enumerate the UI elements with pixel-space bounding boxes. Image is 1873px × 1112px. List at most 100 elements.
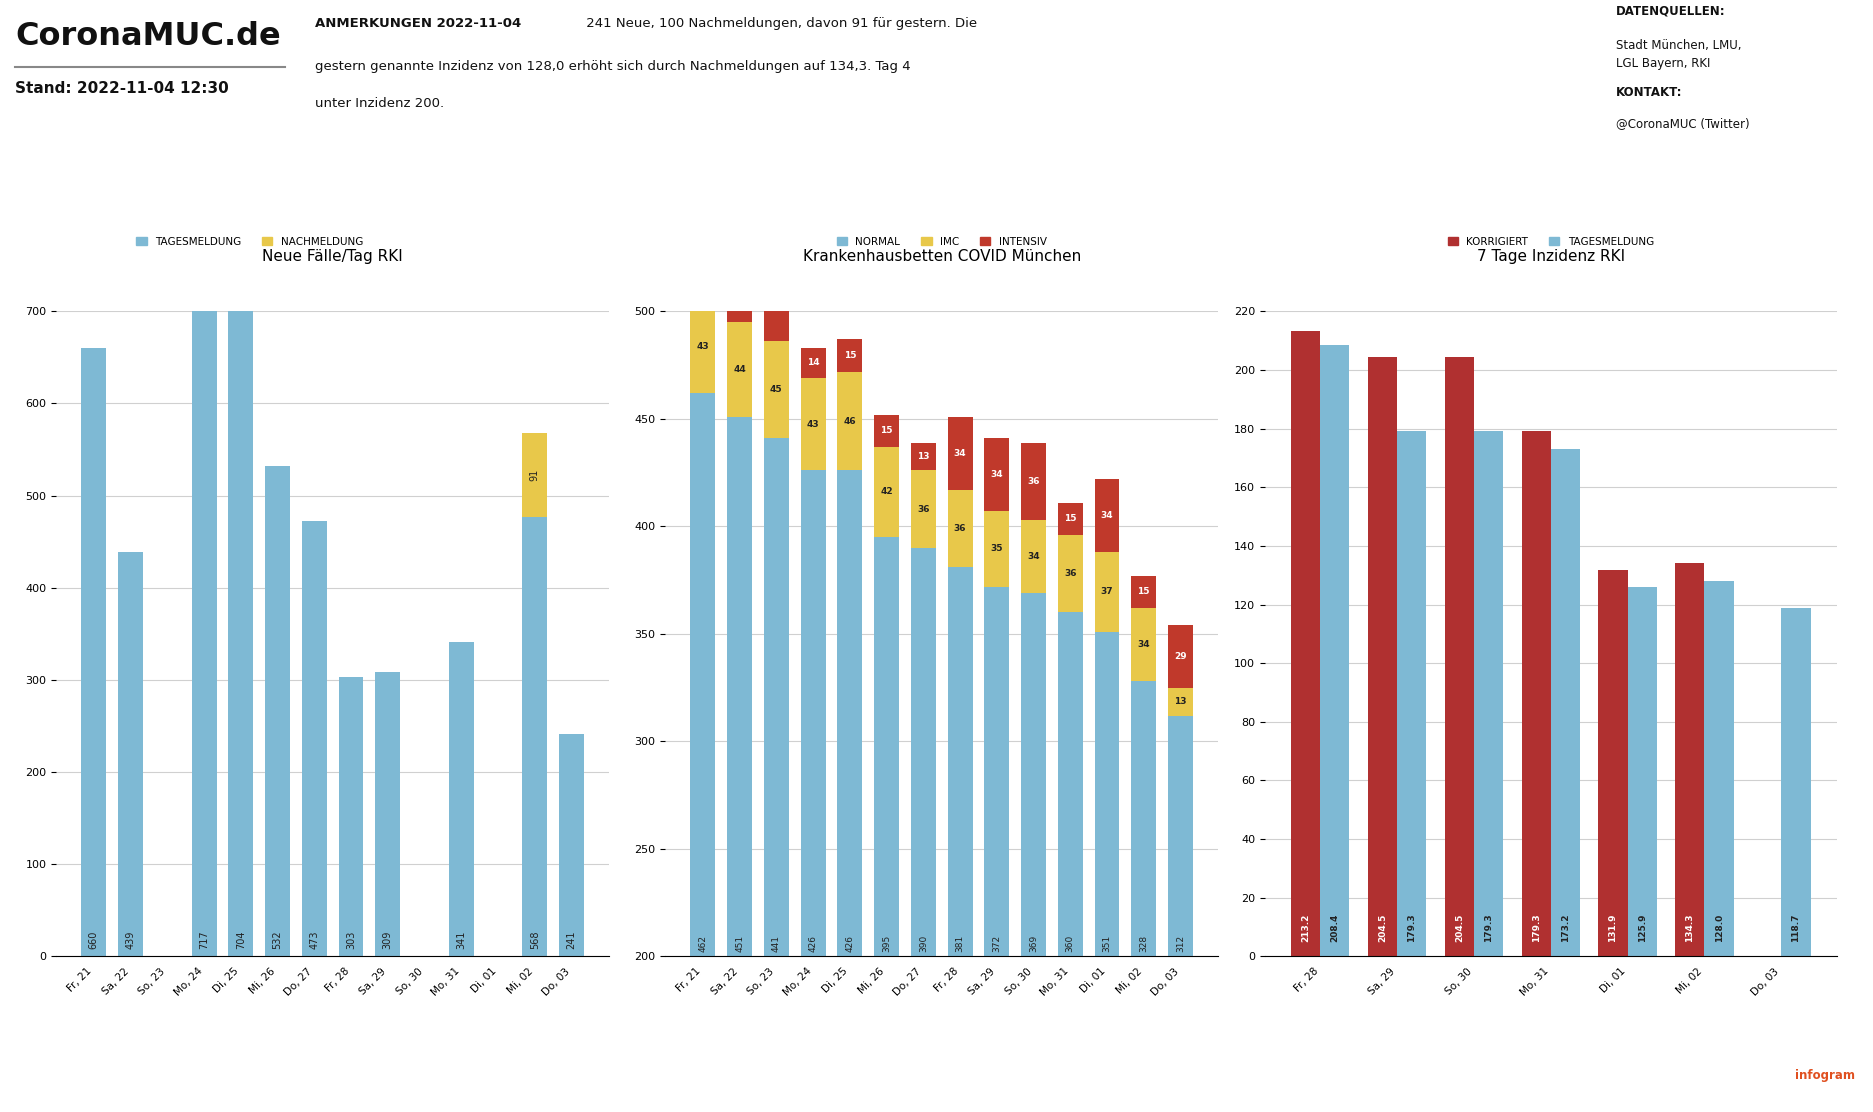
Bar: [800, 348, 826, 378]
Bar: [873, 447, 899, 537]
Text: Gesamt: 692.070: Gesamt: 692.070: [105, 249, 197, 259]
Text: 351: 351: [1101, 935, 1111, 952]
Bar: [1395, 430, 1425, 956]
Title: 7 Tage Inzidenz RKI: 7 Tage Inzidenz RKI: [1476, 249, 1624, 265]
Bar: [689, 393, 715, 1112]
Bar: [910, 470, 935, 548]
Bar: [1094, 553, 1118, 632]
Text: @CoronaMUC (Twitter): @CoronaMUC (Twitter): [1615, 117, 1749, 130]
Text: 34: 34: [953, 449, 966, 458]
Bar: [983, 438, 1010, 512]
Bar: [1094, 479, 1118, 553]
Text: 14: 14: [807, 358, 819, 367]
Text: 213.2: 213.2: [1300, 913, 1309, 942]
Text: 312   13   29: 312 13 29: [1000, 177, 1231, 210]
Text: * Genesene:  7 Tages Durchschnitt der Summe RKI vor 10 Tagen  |  Aktuell Infizie: * Genesene: 7 Tages Durchschnitt der Sum…: [519, 1063, 1354, 1078]
Text: 36: 36: [1064, 569, 1075, 578]
Text: 42: 42: [880, 487, 892, 496]
Title: Krankenhausbetten COVID München: Krankenhausbetten COVID München: [802, 249, 1081, 265]
Text: 15: 15: [1064, 515, 1075, 524]
Text: REPRODUKTIONSWERT: REPRODUKTIONSWERT: [1392, 147, 1526, 157]
Bar: [1521, 430, 1551, 956]
Legend: NORMAL, IMC, INTENSIV: NORMAL, IMC, INTENSIV: [832, 232, 1051, 251]
Text: 46: 46: [843, 417, 856, 426]
Text: 34: 34: [1099, 512, 1113, 520]
Bar: [523, 433, 547, 517]
Bar: [837, 371, 862, 470]
Text: 91: 91: [530, 469, 539, 481]
Text: 45: 45: [770, 386, 783, 395]
Text: 36: 36: [916, 505, 929, 514]
Text: 15: 15: [880, 426, 892, 435]
Text: Quelle: CoronaMUC
LMU: 0,58 2022-11-02: Quelle: CoronaMUC LMU: 0,58 2022-11-02: [1401, 236, 1517, 259]
Bar: [1367, 357, 1395, 956]
Text: 303: 303: [347, 931, 356, 949]
Bar: [1598, 569, 1628, 956]
Text: 15: 15: [843, 351, 856, 360]
Text: 34: 34: [1137, 641, 1150, 649]
Bar: [689, 206, 715, 300]
Text: Genesene: 687.100: Genesene: 687.100: [712, 249, 813, 259]
Bar: [523, 517, 547, 956]
Text: 462: 462: [699, 935, 706, 952]
Legend: TAGESMELDUNG, NACHMELDUNG: TAGESMELDUNG, NACHMELDUNG: [131, 232, 367, 251]
Bar: [689, 300, 715, 393]
Bar: [727, 228, 751, 322]
Text: 439: 439: [125, 931, 135, 949]
Text: 532: 532: [272, 931, 283, 949]
Text: 36: 36: [1026, 477, 1040, 486]
Text: 312: 312: [1176, 935, 1184, 952]
Text: 179.3: 179.3: [1530, 913, 1540, 942]
Text: INZIDENZ RKI: INZIDENZ RKI: [1699, 147, 1779, 157]
Text: 204.5: 204.5: [1453, 913, 1463, 942]
Text: 568: 568: [530, 931, 539, 949]
Bar: [1319, 346, 1349, 956]
Text: +339: +339: [90, 172, 212, 215]
Bar: [1131, 608, 1156, 682]
Bar: [1290, 331, 1319, 956]
Bar: [229, 308, 253, 956]
Text: 0,69: 0,69: [1414, 177, 1504, 210]
Text: 37: 37: [1099, 587, 1113, 596]
Bar: [1056, 503, 1083, 535]
Text: 341: 341: [455, 931, 466, 949]
Bar: [800, 470, 826, 1112]
Text: 241: 241: [566, 931, 577, 949]
Bar: [1021, 443, 1045, 520]
Bar: [375, 672, 401, 956]
Text: 13: 13: [1174, 697, 1186, 706]
Text: 381: 381: [955, 935, 965, 952]
Bar: [264, 466, 290, 956]
Text: 660: 660: [88, 931, 99, 949]
Text: 128.0: 128.0: [1714, 913, 1723, 942]
Text: 45: 45: [770, 289, 783, 298]
Bar: [983, 586, 1010, 1112]
Bar: [727, 417, 751, 1112]
Text: gestern genannte Inzidenz von 128,0 erhöht sich durch Nachmeldungen auf 134,3. T: gestern genannte Inzidenz von 128,0 erhö…: [315, 60, 910, 72]
Text: 29: 29: [1174, 652, 1186, 661]
Bar: [764, 438, 789, 1112]
Text: NORMAL       IMC    INTENSIV: NORMAL IMC INTENSIV: [1041, 249, 1189, 259]
Bar: [1056, 613, 1083, 1112]
Bar: [1628, 587, 1656, 956]
Bar: [448, 642, 474, 956]
Bar: [910, 443, 935, 470]
Text: 125.9: 125.9: [1637, 913, 1646, 942]
Bar: [558, 734, 584, 956]
Bar: [118, 552, 142, 956]
Text: 34: 34: [1026, 552, 1040, 560]
Text: 134.3: 134.3: [1684, 913, 1693, 942]
Text: 44: 44: [732, 270, 745, 279]
Bar: [873, 537, 899, 1112]
Bar: [1056, 535, 1083, 613]
Bar: [873, 415, 899, 447]
Text: 360: 360: [1066, 935, 1075, 952]
Text: 4.970: 4.970: [701, 175, 824, 212]
Text: 44: 44: [697, 249, 708, 258]
Text: 204.5: 204.5: [1377, 913, 1386, 942]
Bar: [983, 512, 1010, 586]
Text: CoronaMUC.de: CoronaMUC.de: [15, 21, 281, 52]
Text: 369: 369: [1028, 935, 1038, 952]
Text: DATENQUELLEN:: DATENQUELLEN:: [1615, 4, 1725, 17]
Text: 390: 390: [918, 935, 927, 952]
